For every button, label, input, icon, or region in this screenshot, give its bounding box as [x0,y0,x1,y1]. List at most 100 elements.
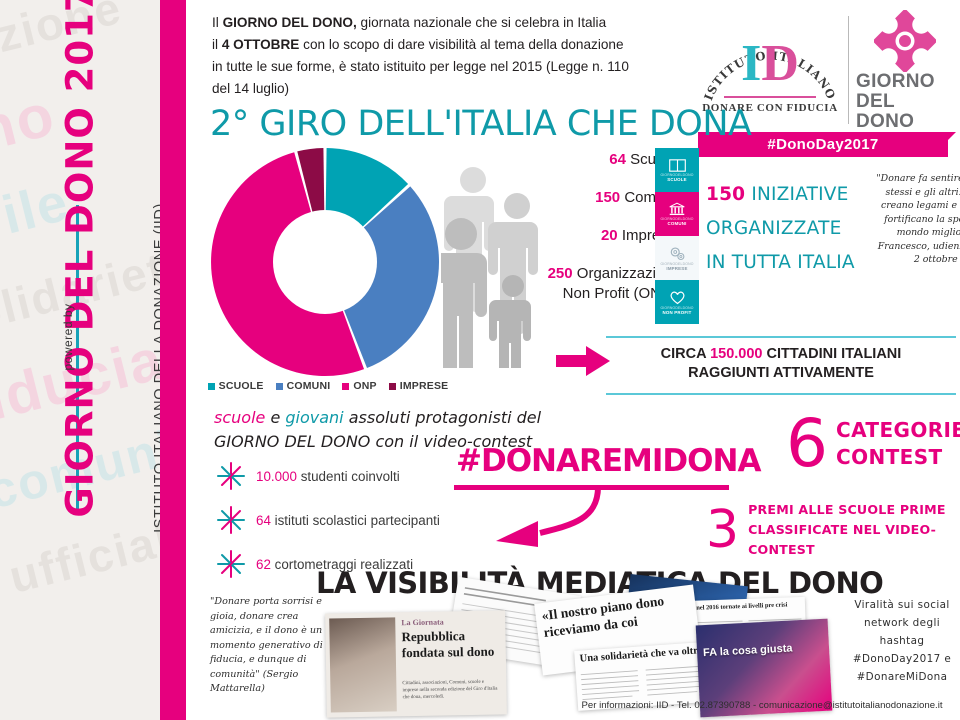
visibilita-headline: LA VISIBILITÀ MEDIATICA DEL DONO [316,566,884,600]
legend-item: IMPRESE [388,380,449,392]
three-labels: PREMI ALLE SCUOLE PRIME CLASSIFICATE NEL… [748,500,960,560]
iid-tagline: DONARE CON FIDUCIA [702,102,838,114]
quote-attribution: (Papa Francesco, udienza privata del 2 o… [877,240,960,266]
clipping-photo [329,617,397,713]
sg-line2: GIORNO DEL DONO con il video-contest [214,432,533,451]
stat-row-comuni: 150 Comuni [486,188,676,208]
intro-line1-bold: GIORNO DEL DONO, [222,15,357,30]
badge-label: COMUNI [667,221,687,226]
intro-line3: in tutte le sue forme, è stato istituito… [212,59,629,74]
bullet-number: 10.000 [256,468,297,484]
clipping-body: Cittadini, associazioni, Comuni, scuole … [402,679,498,701]
iniziative-number: 150 [706,184,746,205]
badge-comuni: GIORNODELDONO COMUNI [655,192,699,236]
badge-sub: GIORNODELDONO [660,261,694,266]
intro-line2-pre: il [212,37,222,52]
scuole-giovani-text: scuole e giovani assoluti protagonisti d… [214,406,544,454]
circa-pre: CIRCA [660,346,711,362]
iniziative-block: 150 INIZIATIVE ORGANIZZATE IN TUTTA ITAL… [706,178,866,280]
stat-number: 20 [600,227,618,244]
logo-block: ISTITUTO ITALIANO DONAZIONE ID DONARE CO… [696,6,956,162]
donut-chart-block: SCUOLE COMUNI ONP IMPRESE [206,148,456,406]
circa-post: CITTADINI ITALIANI [762,346,902,362]
iid-letters: ID [696,38,844,90]
legend-item: COMUNI [275,380,331,392]
circa-text: CIRCA 150.000 CITTADINI ITALIANI RAGGIUN… [606,338,956,387]
stat-number: 150 [595,189,621,206]
badge-scuole: GIORNODELDONO SCUOLE [655,148,699,192]
papa-francesco-quote: "Donare fa sentire più felici noi stessi… [876,172,960,267]
section-heading-giro: 2° GIRO DELL'ITALIA CHE DONA [210,104,752,144]
sg-mid: e [265,408,286,427]
stat-label: Organizzazioni [576,265,676,282]
circa-line2: RAGGIUNTI ATTIVAMENTE [688,365,874,381]
six-categories-block: 6 CATEGORIE CONTEST [786,411,960,477]
stat-row-onp: 250 Organizzazioni Non Profit (ONP) [486,264,676,304]
quote-text: "Donare fa sentire più felici noi stessi… [876,173,960,238]
legend-label: ONP [353,380,377,392]
iid-letter-i: I [741,35,762,92]
gdd-line1: GIORNO [856,71,935,92]
iid-arc-text-icon: ISTITUTO ITALIANO DONAZIONE [696,10,839,107]
organization-label: ISTITUTO ITALIANO DELLA DONAZIONE (IID) [152,203,160,533]
intro-line2-bold: 4 OTTOBRE [221,37,300,52]
giorno-del-dono-logo: GIORNO DEL DONO [856,10,954,132]
legend-item: SCUOLE [207,380,264,392]
three-number: 3 [706,500,740,560]
three-prizes-block: 3 PREMI ALLE SCUOLE PRIME CLASSIFICATE N… [706,500,960,560]
book-icon [668,158,686,172]
pink-divider-bar [160,0,186,720]
iniziative-line2: ORGANIZZATE [706,218,842,239]
stat-number: 64 [609,151,626,168]
viralita-line4: #DonoDay2017 e [852,653,952,665]
people-silhouettes-icon [441,167,538,368]
circa-top-rule [606,336,956,338]
badge-sub: GIORNODELDONO [660,217,694,221]
badge-non-profit: GIORNODELDONO NON PROFIT [655,280,699,324]
donut-chart [211,148,439,376]
iniziative-word: INIZIATIVE [751,184,849,205]
sg-word-scuole: scuole [214,408,266,427]
viralita-social-text: Viralità sui social network degli hashta… [846,596,958,686]
legend-label: SCUOLE [218,380,264,392]
badge-imprese: GIORNODELDONO IMPRESE [655,236,699,280]
badge-sub: GIORNODELDONO [660,172,694,177]
bullet-number: 62 [256,556,271,572]
bullet-number: 64 [256,512,271,528]
circa-bottom-rule [606,393,956,395]
quote-text: "Donare porta sorrisi e gioia, donare cr… [210,596,323,680]
legend-chip-scuole [207,382,215,390]
main-content: Il GIORNO DEL DONO, giornata nazionale c… [186,0,960,720]
star-burst-icon [217,506,245,534]
viralita-line1: Viralità sui social [854,599,950,611]
footer-contact: Per informazioni: IID - Tel. 02.87390788… [581,700,943,711]
viralita-line5: #DonareMiDona [856,671,948,683]
category-badges: GIORNODELDONO SCUOLE GIORNODELDONO COMUN… [655,148,699,324]
three-line2: CLASSIFICATE NEL VIDEO-CONTEST [748,522,937,557]
legend-chip-imprese [388,382,396,390]
teal-vertical-rule [76,205,79,515]
iniziative-line1: 150 INIZIATIVE [706,178,866,212]
six-line2: CONTEST [836,445,943,469]
legend-label: IMPRESE [399,380,449,392]
left-sidebar-panel: donazione dono civile solidarietà fiduci… [0,0,160,720]
intro-line2-post: con lo scopo di dare visibilità al tema … [299,37,624,52]
legend-chip-onp [342,382,350,390]
clipping-repubblica-article: La Giornata Repubblica fondata sul dono … [325,610,507,718]
quote-attribution: (Sergio Mattarella) [210,668,299,695]
badge-label: IMPRESE [666,265,688,271]
circa-citizens-block: CIRCA 150.000 CITTADINI ITALIANI RAGGIUN… [606,336,956,395]
stats-list: 64 Scuole 150 Comuni 20 Imprese 250 Orga… [486,150,676,322]
bullet-list: 10.000 studenti coinvolti 64 istituti sc… [216,458,546,590]
heart-icon [670,291,684,304]
badge-sub: GIORNODELDONO [660,305,694,310]
hashtag-underline [454,485,729,490]
stat-label-secondary: Non Profit (ONP) [562,285,676,302]
star-burst-icon [217,462,245,490]
gears-icon [670,246,684,260]
legend-item: ONP [342,380,377,392]
intro-line1-pre: Il [212,15,223,30]
right-arrow-icon [556,346,610,376]
gdd-wordmark: GIORNO DEL DONO [856,72,954,132]
